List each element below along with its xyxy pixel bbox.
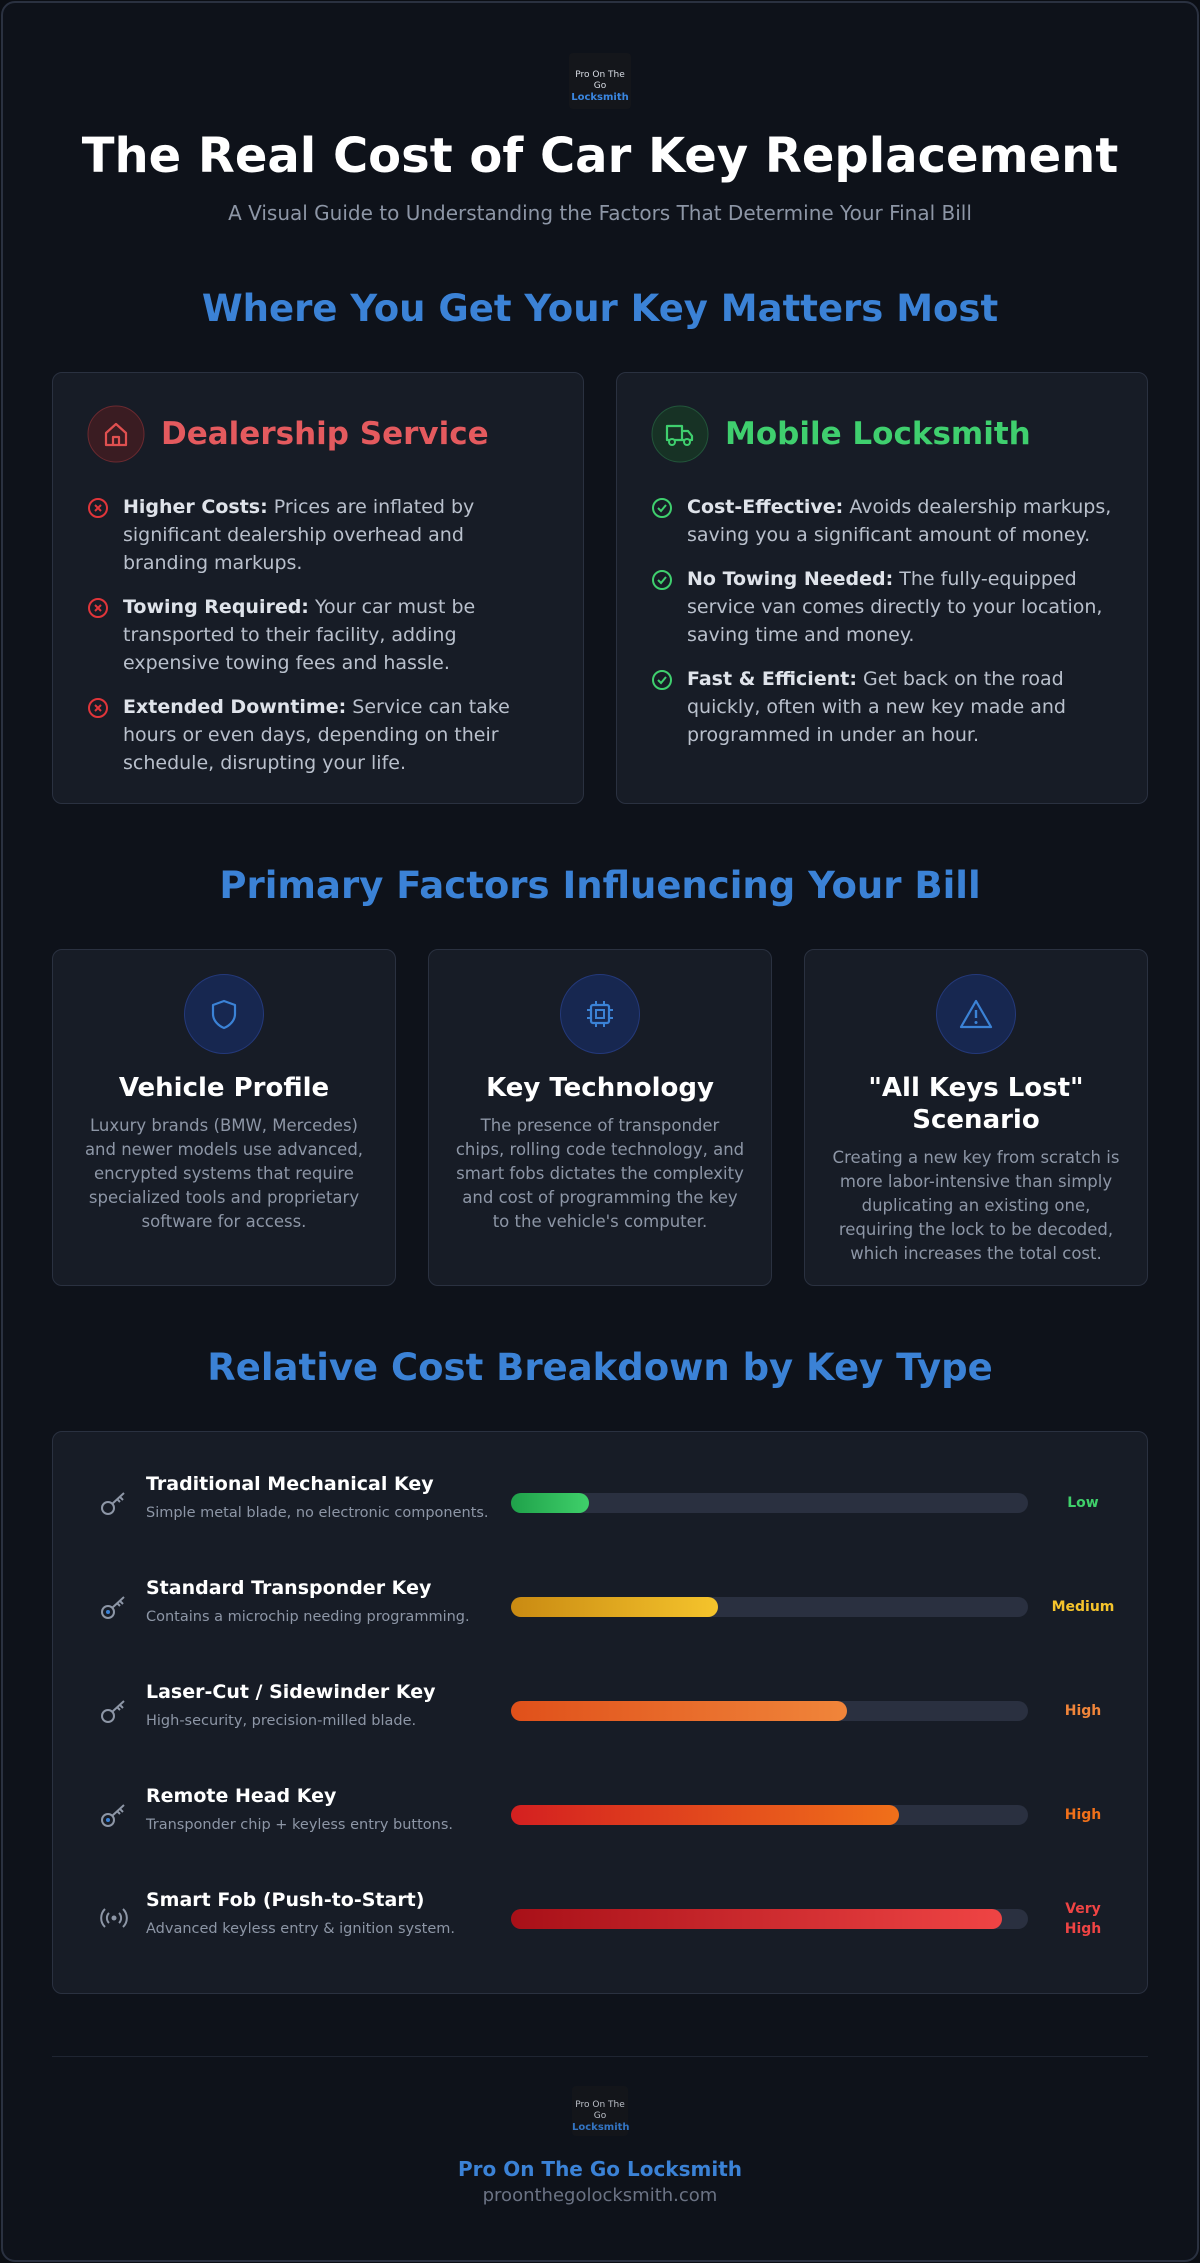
list-item: Cost-Effective: Avoids dealership markup… bbox=[651, 493, 1113, 549]
factor-text: Luxury brands (BMW, Mercedes) and newer … bbox=[84, 1116, 364, 1231]
list: Cost-Effective: Avoids dealership markup… bbox=[651, 493, 1113, 749]
key-name: Laser-Cut / Sidewinder Key bbox=[146, 1681, 436, 1703]
item-text: Prices are inflated by significant deale… bbox=[123, 496, 475, 574]
item-text: Service can take hours or even days, dep… bbox=[123, 696, 510, 774]
cost-level: High bbox=[1064, 1807, 1102, 1823]
icon-wrap bbox=[99, 1487, 129, 1521]
factor-card: "All Keys Lost" Scenario Creating a new … bbox=[804, 949, 1148, 1286]
list-item: Extended Downtime: Service can take hour… bbox=[87, 693, 549, 777]
footer-name: Pro On The Go Locksmith bbox=[458, 2157, 742, 2181]
cost-level: High bbox=[1064, 1703, 1102, 1719]
locksmith-card: Mobile Locksmith Cost-Effective: Avoids … bbox=[616, 372, 1148, 804]
icon bbox=[651, 405, 709, 463]
list-item: Towing Required: Your car must be transp… bbox=[87, 593, 549, 677]
list-item: Fast & Efficient: Get back on the road q… bbox=[651, 665, 1113, 749]
icon bbox=[100, 1908, 128, 1928]
cost-row: Standard Transponder Key Contains a micro… bbox=[53, 1577, 1149, 1637]
title: The Real Cost of Car Key Replacement bbox=[81, 128, 1119, 184]
list-item: No Towing Needed: The fully-equipped ser… bbox=[651, 565, 1113, 649]
key-name: Standard Transponder Key bbox=[146, 1577, 432, 1599]
item-lead: Cost-Effective: bbox=[687, 496, 844, 518]
cost-breakdown: Traditional Mechanical Key Simple metal b… bbox=[52, 1431, 1148, 1994]
key-description: Simple metal blade, no electronic compon… bbox=[146, 1505, 489, 1521]
item-text: Get back on the road quickly, often with… bbox=[687, 668, 1066, 746]
logo: Pro On The Go Locksmith bbox=[572, 2086, 630, 2136]
logo-line: Pro On The Go bbox=[575, 70, 625, 91]
factor-card: Key Technology The presence of transpond… bbox=[428, 949, 772, 1286]
footer-url: proonthegolocksmith.com bbox=[482, 2185, 718, 2206]
section-heading: Relative Cost Breakdown by Key Type bbox=[207, 1346, 993, 1389]
icon bbox=[959, 999, 993, 1029]
item-lead: Higher Costs: bbox=[123, 496, 268, 518]
item-lead: No Towing Needed: bbox=[687, 568, 894, 590]
key-description: High-security, precision-milled blade. bbox=[146, 1713, 417, 1729]
bar bbox=[511, 1493, 589, 1513]
cost-level: Very High bbox=[1064, 1901, 1102, 1937]
factor-title: "All Keys Lost" Scenario bbox=[868, 1073, 1084, 1135]
factor-card: Vehicle Profile Luxury brands (BMW, Merc… bbox=[52, 949, 396, 1286]
item-text: Avoids dealership markups, saving you a … bbox=[687, 496, 1112, 546]
card-title: Mobile Locksmith bbox=[725, 416, 1031, 452]
list: Higher Costs: Prices are inflated by sig… bbox=[87, 493, 549, 777]
bar bbox=[511, 1805, 899, 1825]
logo-line: Locksmith bbox=[572, 2122, 630, 2133]
bar bbox=[511, 1597, 718, 1617]
logo-line: Locksmith bbox=[571, 92, 629, 103]
icon-wrap bbox=[99, 1695, 129, 1729]
cost-level: Low bbox=[1067, 1495, 1099, 1511]
dealership-card: Dealership Service Higher Costs: Prices … bbox=[52, 372, 584, 804]
icon bbox=[101, 1492, 125, 1515]
item-lead: Towing Required: bbox=[123, 596, 309, 618]
key-name: Smart Fob (Push-to-Start) bbox=[146, 1889, 425, 1911]
subtitle: A Visual Guide to Understanding the Fact… bbox=[228, 201, 972, 225]
list-item: Higher Costs: Prices are inflated by sig… bbox=[87, 493, 549, 577]
logo-line: Pro On The Go bbox=[575, 2100, 625, 2121]
icon bbox=[101, 1804, 125, 1827]
bar-track bbox=[511, 1597, 1028, 1617]
item-text: Your car must be transported to their fa… bbox=[123, 596, 476, 674]
item-text: The fully-equipped service van comes dir… bbox=[687, 568, 1103, 646]
logo: Pro On The Go Locksmith bbox=[569, 53, 631, 109]
factor-text: Creating a new key from scratch is more … bbox=[832, 1148, 1120, 1263]
cost-row: Traditional Mechanical Key Simple metal b… bbox=[53, 1473, 1149, 1533]
key-description: Contains a microchip needing programming… bbox=[146, 1609, 470, 1625]
item-lead: Fast & Efficient: bbox=[687, 668, 857, 690]
section-heading: Primary Factors Influencing Your Bill bbox=[219, 864, 981, 907]
icon bbox=[87, 405, 145, 463]
cost-row: Remote Head Key Transponder chip + keyles… bbox=[53, 1785, 1149, 1845]
bar bbox=[511, 1701, 848, 1721]
cost-row: Laser-Cut / Sidewinder Key High-security,… bbox=[53, 1681, 1149, 1741]
key-description: Advanced keyless entry & ignition system… bbox=[146, 1921, 456, 1937]
key-name: Remote Head Key bbox=[146, 1785, 337, 1807]
factor-title: Key Technology bbox=[486, 1073, 714, 1103]
bar bbox=[511, 1909, 1003, 1929]
bar-track bbox=[511, 1701, 1028, 1721]
card-title: Dealership Service bbox=[161, 416, 489, 452]
cost-level: Medium bbox=[1051, 1599, 1115, 1615]
factor-text: The presence of transponder chips, rolli… bbox=[455, 1116, 745, 1231]
icon bbox=[587, 1001, 613, 1027]
bar-track bbox=[511, 1805, 1028, 1825]
key-name: Traditional Mechanical Key bbox=[146, 1473, 434, 1495]
icon-wrap bbox=[99, 1799, 129, 1833]
bar-track bbox=[511, 1493, 1028, 1513]
icon-wrap bbox=[99, 1903, 129, 1937]
bar-track bbox=[511, 1909, 1028, 1929]
section-heading: Where You Get Your Key Matters Most bbox=[201, 287, 999, 330]
icon bbox=[101, 1700, 125, 1723]
key-description: Transponder chip + keyless entry buttons… bbox=[146, 1817, 454, 1833]
icon bbox=[101, 1596, 125, 1619]
factor-title: Vehicle Profile bbox=[118, 1073, 330, 1103]
item-lead: Extended Downtime: bbox=[123, 696, 347, 718]
divider bbox=[52, 2056, 1148, 2057]
icon bbox=[211, 999, 237, 1030]
cost-row: Smart Fob (Push-to-Start) Advanced keyles… bbox=[53, 1889, 1149, 1949]
icon-wrap bbox=[99, 1591, 129, 1625]
